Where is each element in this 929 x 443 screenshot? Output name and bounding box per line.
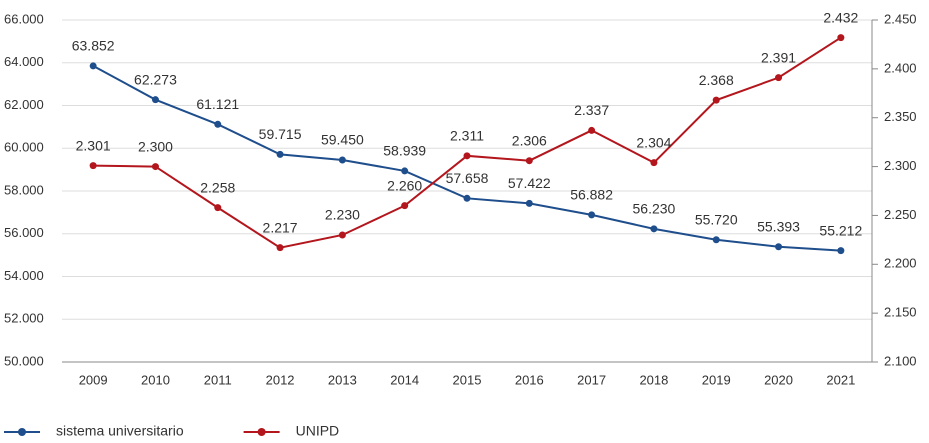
y2-tick-label: 2.350 xyxy=(884,109,917,124)
data-label: 57.658 xyxy=(446,170,489,186)
y-tick-label: 60.000 xyxy=(4,140,44,155)
x-tick-label: 2012 xyxy=(266,372,295,387)
y-tick-label: 62.000 xyxy=(4,97,44,112)
data-label: 57.422 xyxy=(508,175,551,191)
data-label: 2.217 xyxy=(263,219,298,235)
data-label: 55.212 xyxy=(819,222,862,238)
data-label: 59.450 xyxy=(321,132,364,148)
data-label: 2.230 xyxy=(325,207,360,223)
data-label: 2.300 xyxy=(138,138,173,154)
data-point xyxy=(463,152,471,160)
legend-marker xyxy=(257,428,266,436)
x-tick-label: 2021 xyxy=(826,372,855,387)
data-point xyxy=(525,157,533,165)
x-tick-label: 2020 xyxy=(764,372,793,387)
data-point xyxy=(837,34,845,42)
x-tick-label: 2019 xyxy=(702,372,731,387)
data-point xyxy=(151,96,159,104)
data-label: 2.391 xyxy=(761,49,796,65)
y2-tick-label: 2.400 xyxy=(884,60,917,75)
y2-tick-label: 2.200 xyxy=(884,256,917,271)
data-point xyxy=(214,204,222,212)
data-point xyxy=(338,231,346,239)
data-label: 55.720 xyxy=(695,211,738,227)
y-tick-label: 52.000 xyxy=(4,311,44,326)
data-label: 2.337 xyxy=(574,102,609,118)
y-tick-label: 56.000 xyxy=(4,225,44,240)
data-label: 58.939 xyxy=(383,143,426,159)
data-label: 63.852 xyxy=(72,38,115,54)
data-label: 2.306 xyxy=(512,132,547,148)
y-tick-label: 58.000 xyxy=(4,182,44,197)
x-tick-label: 2015 xyxy=(453,372,482,387)
data-label: 55.393 xyxy=(757,218,800,234)
data-label: 2.304 xyxy=(636,134,671,150)
y2-tick-label: 2.300 xyxy=(884,158,917,173)
data-point xyxy=(650,159,658,167)
data-point xyxy=(712,236,720,244)
data-label: 56.230 xyxy=(633,201,676,217)
y-tick-label: 64.000 xyxy=(4,54,44,69)
data-label: 56.882 xyxy=(570,187,613,203)
x-tick-label: 2010 xyxy=(141,372,170,387)
data-point xyxy=(276,244,284,252)
data-label: 2.368 xyxy=(699,72,734,88)
data-label: 2.311 xyxy=(450,128,484,144)
y2-tick-label: 2.150 xyxy=(884,305,917,320)
data-label: 2.432 xyxy=(823,9,858,25)
x-tick-label: 2017 xyxy=(577,372,606,387)
data-point xyxy=(588,211,596,219)
x-tick-label: 2009 xyxy=(79,372,108,387)
data-point xyxy=(775,243,783,251)
data-point xyxy=(588,126,596,134)
data-label: 62.273 xyxy=(134,71,177,87)
data-label: 2.301 xyxy=(76,137,111,153)
legend-label: UNIPD xyxy=(296,423,340,438)
data-point xyxy=(401,167,409,175)
x-tick-label: 2014 xyxy=(390,372,419,387)
data-point xyxy=(214,120,222,128)
data-point xyxy=(89,62,97,70)
y-tick-label: 50.000 xyxy=(4,353,44,368)
x-tick-label: 2018 xyxy=(639,372,668,387)
data-label: 2.258 xyxy=(200,179,235,195)
data-point xyxy=(401,202,409,210)
legend-marker xyxy=(18,428,26,436)
y2-tick-label: 2.250 xyxy=(884,207,917,222)
data-point xyxy=(775,74,783,82)
legend-label: sistema universitario xyxy=(56,423,184,438)
data-point xyxy=(89,162,97,170)
y2-tick-label: 2.100 xyxy=(884,353,917,368)
x-tick-label: 2013 xyxy=(328,372,357,387)
data-point xyxy=(151,163,159,171)
data-point xyxy=(650,225,658,233)
data-point xyxy=(276,150,284,158)
data-label: 59.715 xyxy=(259,126,302,142)
x-tick-label: 2011 xyxy=(204,372,232,387)
data-point xyxy=(837,247,845,255)
data-point xyxy=(712,96,720,104)
data-point xyxy=(338,156,346,164)
data-point xyxy=(463,194,471,202)
data-label: 2.260 xyxy=(387,177,422,193)
x-tick-label: 2016 xyxy=(515,372,544,387)
y2-tick-label: 2.450 xyxy=(884,11,917,26)
data-point xyxy=(525,199,533,207)
y-tick-label: 54.000 xyxy=(4,268,44,283)
y-tick-label: 66.000 xyxy=(4,11,44,26)
data-label: 61.121 xyxy=(196,96,239,112)
